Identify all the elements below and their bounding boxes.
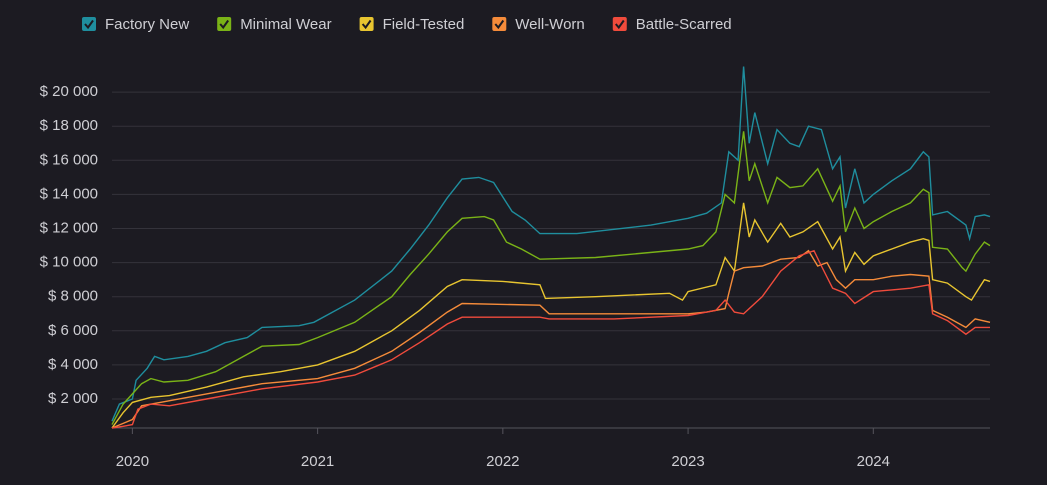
legend-item[interactable]: Well-Worn — [492, 16, 585, 33]
legend-check — [219, 19, 230, 30]
series-line — [111, 249, 991, 429]
series-line — [111, 202, 991, 429]
x-tick-label: 2024 — [857, 453, 890, 470]
series-line — [111, 131, 991, 425]
legend-item[interactable]: Battle-Scarred — [612, 16, 732, 33]
y-tick-label: $ 10 000 — [40, 254, 98, 271]
legend-checkbox[interactable] — [492, 17, 507, 31]
legend-checkbox[interactable] — [359, 17, 374, 31]
legend-check — [615, 19, 625, 30]
legend-label: Minimal Wear — [240, 16, 331, 33]
legend-item[interactable]: Minimal Wear — [217, 16, 332, 33]
x-tick-label: 2023 — [671, 453, 704, 470]
legend-checkbox[interactable] — [612, 17, 627, 31]
legend-check — [84, 19, 94, 30]
legend-checkbox[interactable] — [82, 17, 96, 31]
y-tick-label: $ 12 000 — [40, 219, 98, 236]
x-tick-label: 2020 — [116, 453, 149, 470]
series-line — [111, 66, 991, 422]
x-tick-label: 2022 — [486, 453, 519, 470]
y-tick-label: $ 16 000 — [40, 151, 98, 168]
legend-label: Well-Worn — [515, 16, 584, 33]
legend-checkbox[interactable] — [217, 17, 232, 31]
legend-check — [361, 19, 372, 30]
legend-item[interactable]: Factory New — [82, 16, 189, 33]
series-line — [111, 249, 990, 429]
y-tick-label: $ 8 000 — [48, 288, 98, 305]
y-tick-label: $ 6 000 — [48, 322, 98, 339]
x-tick-label: 2021 — [301, 453, 334, 470]
legend-label: Battle-Scarred — [636, 16, 732, 33]
y-tick-label: $ 4 000 — [48, 356, 98, 373]
y-tick-label: $ 20 000 — [40, 83, 98, 100]
legend-check — [494, 19, 505, 30]
legend-item[interactable]: Field-Tested — [359, 16, 465, 33]
y-tick-label: $ 14 000 — [40, 185, 98, 202]
legend-label: Field-Tested — [383, 16, 465, 33]
legend-label: Factory New — [105, 16, 189, 33]
y-tick-label: $ 2 000 — [48, 390, 98, 407]
y-tick-label: $ 18 000 — [40, 117, 98, 134]
